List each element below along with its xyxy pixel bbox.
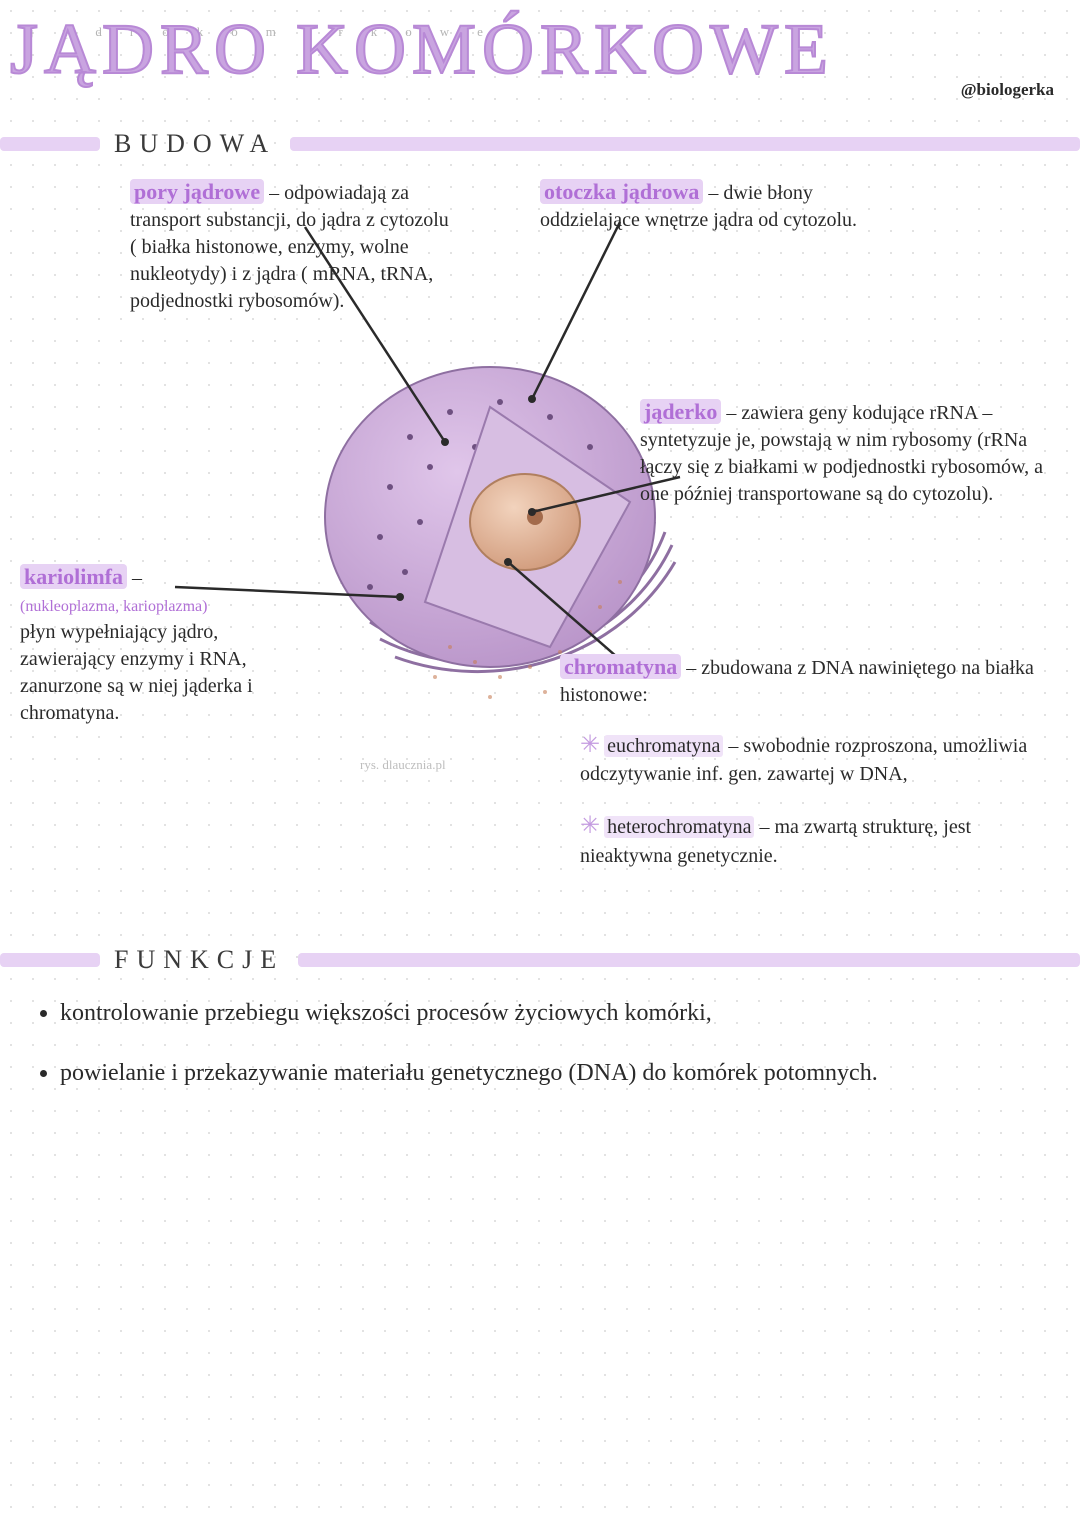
functions-list: kontrolowanie przebiegu większości proce… [0,983,1080,1090]
diagram-zone: rys. dlaucznia.pl pory jądrowe – odpowia… [0,167,1080,927]
label-chromatyna: chromatyna – zbudowana z DNA nawiniętego… [560,652,1060,870]
term-jaderko: jąderko [640,399,721,424]
sub-kariolimfa: (nukleoplazma, karioplazma) [20,598,207,615]
section-bar-decor [0,953,100,967]
section-bar-decor [0,137,100,151]
euchromatin-item: ✳euchromatyna – swobodnie rozproszona, u… [560,729,1060,788]
section-funkcje: FUNKCJE [0,945,1080,975]
label-pory: pory jądrowe – odpowiadają za transport … [130,177,450,315]
term-otoczka: otoczka jądrowa [540,179,703,204]
label-jaderko: jąderko – zawiera geny kodujące rRNA – s… [640,397,1055,508]
illustration-credit: rys. dlaucznia.pl [360,757,446,773]
function-item: powielanie i przekazywanie materiału gen… [60,1057,1040,1091]
section-bar-decor [298,953,1080,967]
star-icon: ✳ [580,732,600,758]
section-label: BUDOWA [114,129,276,159]
term-chromatyna: chromatyna [560,654,681,679]
section-budowa: BUDOWA [0,129,1080,159]
section-label: FUNKCJE [114,945,284,975]
page-title: JĄDRO KOMÓRKOWE [0,0,1080,91]
section-bar-decor [290,137,1080,151]
label-otoczka: otoczka jądrowa – dwie błony oddzielając… [540,177,910,234]
star-icon: ✳ [580,813,600,839]
function-item: kontrolowanie przebiegu większości proce… [60,997,1040,1031]
text-kariolimfa: płyn wypełniający jądro, zawierający enz… [20,621,253,724]
term-euchromatin: euchromatyna [604,735,723,757]
heterochromatin-item: ✳heterochromatyna – ma zwartą strukturę,… [560,810,1060,869]
term-pory: pory jądrowe [130,179,264,204]
label-kariolimfa: kariolimfa – (nukleoplazma, karioplazma)… [20,562,280,727]
author-handle: @biologerka [961,80,1054,100]
term-heterochromatin: heterochromatyna [604,816,754,838]
term-kariolimfa: kariolimfa [20,564,127,589]
